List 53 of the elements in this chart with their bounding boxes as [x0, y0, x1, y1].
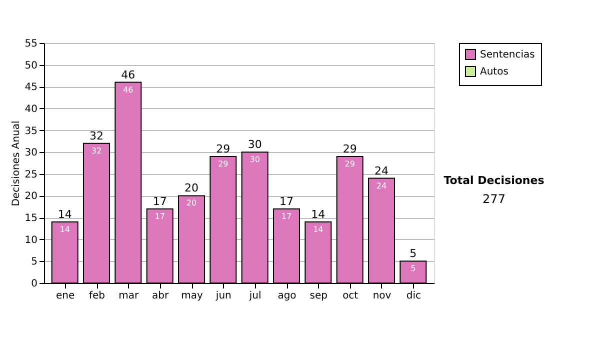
data-label: 29	[218, 159, 228, 168]
y-tick-label: 10	[24, 234, 38, 246]
total-label: 46	[121, 68, 136, 82]
x-tick-label: nov	[372, 290, 392, 302]
data-label: 32	[91, 146, 102, 156]
x-tick-label: sep	[310, 290, 328, 302]
data-label: 14	[60, 224, 70, 234]
data-label: 29	[344, 159, 355, 168]
y-tick-label: 5	[31, 256, 38, 268]
y-tick-label: 55	[24, 38, 38, 50]
total-label: 32	[90, 129, 104, 142]
total-label: 5	[410, 247, 417, 260]
total-label: 17	[152, 194, 167, 208]
text: Total Decisiones	[444, 174, 545, 187]
legend-label: Sentencias	[480, 50, 535, 60]
total-label: 14	[58, 208, 72, 221]
total-label: 30	[248, 138, 262, 152]
total-label: 29	[216, 142, 230, 156]
legend-label: Autos	[480, 66, 508, 78]
total-label: 20	[184, 182, 198, 195]
y-axis-title: Decisiones Anual	[10, 120, 22, 206]
x-tick-label: oct	[342, 290, 358, 302]
y-tick-label: 45	[24, 82, 38, 94]
data-label: 46	[123, 85, 134, 94]
y-tick-label: 20	[24, 191, 38, 202]
x-tick-label: ene	[56, 290, 75, 302]
x-tick-label: jun	[214, 290, 232, 302]
data-label: 20	[186, 198, 197, 208]
data-label: 5	[410, 264, 416, 274]
y-tick-label: 35	[24, 126, 38, 137]
y-tick-label: 30	[24, 148, 38, 159]
x-tick-label: ago	[278, 290, 296, 302]
total-label: 14	[311, 208, 326, 221]
data-label: 30	[250, 155, 260, 164]
data-label: 17	[154, 212, 165, 221]
data-label: 14	[313, 224, 324, 234]
data-label: 24	[376, 181, 387, 190]
x-tick-label: abr	[152, 290, 170, 302]
x-tick-label: mar	[118, 290, 140, 302]
y-tick-label: 25	[24, 169, 38, 180]
x-tick-label: dic	[406, 290, 421, 302]
total-label: 29	[342, 142, 357, 156]
x-tick-label: jul	[248, 290, 262, 302]
total-label: 17	[280, 194, 294, 208]
y-tick-label: 15	[24, 213, 38, 224]
y-tick-label: 40	[24, 104, 38, 115]
text: 277	[482, 192, 506, 206]
total-label: 24	[374, 164, 388, 178]
data-label: 17	[281, 212, 292, 221]
y-tick-label: 0	[31, 278, 38, 290]
x-tick-label: may	[181, 290, 203, 302]
y-tick-label: 50	[24, 60, 38, 72]
x-tick-label: feb	[88, 290, 106, 302]
